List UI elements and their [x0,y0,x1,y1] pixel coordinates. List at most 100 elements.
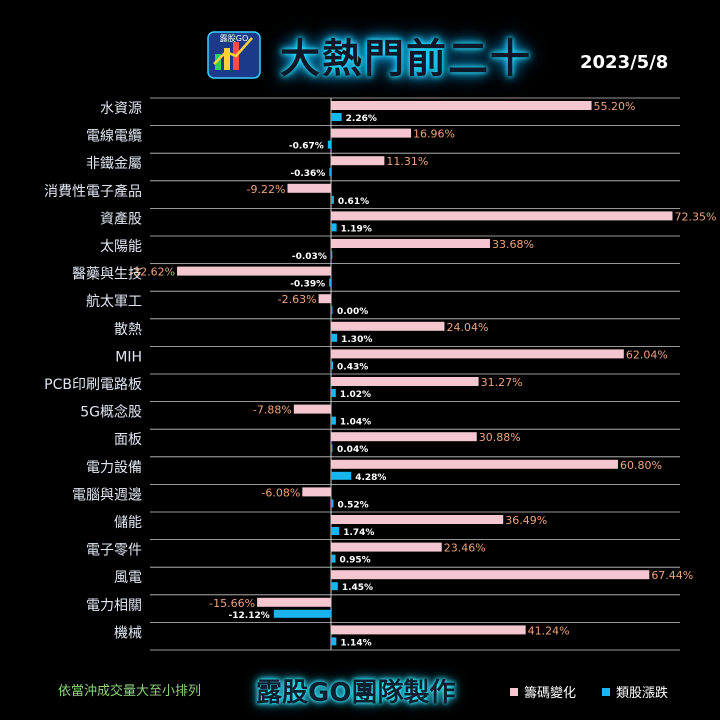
legend-chip-swatch [510,687,518,696]
chip-change-label: 55.20% [594,100,636,113]
sector-change-label: 1.02% [340,390,371,400]
sector-change-label: 1.14% [340,638,371,648]
sector-change-bar [331,416,336,425]
category-label: PCB印刷電路板 [44,377,142,393]
category-label: 非鐵金屬 [86,155,142,172]
chip-change-label: 30.88% [479,431,521,444]
category-label: 面板 [114,432,142,448]
chip-change-bar [331,211,673,221]
sector-change-label: -0.67% [289,142,324,152]
report-date: 2023/5/8 [580,52,669,73]
legend-sector: 類股漲跌 [602,682,668,701]
chip-change-bar [331,156,385,166]
legend-sector-label: 類股漲跌 [616,686,669,701]
credit-text: 露股GO團隊製作 [256,678,456,708]
chip-change-bar [331,101,592,110]
sector-change-bar [327,140,331,149]
chip-change-label: 23.46% [444,542,486,555]
sector-change-bar [331,389,336,397]
chip-change-bar [177,266,331,276]
chip-change-label: 36.49% [505,514,547,527]
chip-change-bar [257,597,331,607]
chip-change-bar [293,404,331,414]
sector-change-label: 0.43% [337,362,368,372]
chip-change-bar [318,294,331,304]
legend-chip-label: 籌碼變化 [524,686,577,701]
category-label: 醫藥與生技 [72,267,142,283]
sector-change-label: 0.00% [337,307,368,317]
svg-text:露股GO: 露股GO [220,34,249,43]
category-label: 儲能 [114,515,142,531]
sector-change-bar [331,582,338,591]
chip-change-label: -15.66% [209,597,255,610]
sector-change-bar [331,333,338,342]
category-label: 風電 [114,570,142,586]
category-label: 太陽能 [100,239,142,255]
chip-change-bar [331,570,650,580]
category-label: 電力相關 [86,598,142,614]
sector-change-bar [331,444,333,453]
category-label: 資產股 [100,210,142,227]
sector-change-bar [331,113,342,121]
sector-change-label: 1.04% [340,418,371,428]
chip-change-bar [331,349,624,359]
chip-change-label: 33.68% [492,238,534,251]
sector-change-bar [273,609,331,618]
sort-note: 依當沖成交量大至小排列 [58,684,202,699]
category-label: 水資源 [100,101,142,117]
chip-change-label: -9.22% [247,183,286,196]
sector-change-label: 0.04% [337,445,368,455]
category-label: 消費性電子產品 [44,183,142,200]
chip-change-bar [331,515,504,524]
sector-change-bar [331,306,333,315]
chip-change-label: 41.24% [528,624,570,637]
sector-change-label: 1.19% [341,224,372,234]
sector-change-bar [331,195,334,204]
legend-chip: 籌碼變化 [510,682,576,701]
chip-change-label: 16.96% [413,128,455,141]
sector-change-bar [330,251,333,259]
sector-change-bar [329,278,331,287]
sector-change-bar [329,168,331,177]
sector-change-label: 1.30% [341,335,372,345]
sector-change-bar [331,223,337,232]
category-label: 航太軍工 [86,294,142,310]
chip-change-bar [331,542,442,552]
sector-change-label: 0.52% [337,500,368,510]
sector-change-label: -0.03% [292,252,327,262]
chip-change-label: 72.35% [674,210,716,223]
category-label: 電腦與週邊 [72,487,142,503]
chip-change-bar [331,377,479,386]
sector-change-bar [331,471,352,480]
chip-change-bar [331,321,445,331]
chip-change-bar [331,432,477,442]
sector-change-label: -12.12% [229,611,270,621]
category-label: MIH [115,349,142,365]
category-label: 機械 [114,625,142,641]
sector-change-label: 0.95% [339,556,370,566]
category-label: 電力設備 [86,460,142,476]
chip-change-bar [331,239,490,248]
chip-change-bar [331,459,618,469]
page-title: 大熱門前二十 [280,36,532,82]
chip-change-label: -6.08% [261,486,300,499]
category-label: 散熱 [114,322,142,338]
brand-logo: 露股GO [206,30,262,80]
sector-change-bar [331,527,340,535]
chip-change-bar [331,625,526,635]
chip-change-label: 31.27% [481,376,523,389]
chip-change-label: -2.63% [278,293,317,306]
chip-change-bar [331,128,412,138]
sector-change-bar [331,361,334,370]
category-label: 5G概念股 [80,404,142,421]
sector-change-bar [331,554,336,563]
category-label: 電子零件 [86,543,142,559]
chip-change-label: 60.80% [620,459,662,472]
category-label: 電線電纜 [86,128,142,145]
sector-change-label: -0.36% [290,169,325,179]
sector-change-label: 1.45% [342,583,373,593]
legend-sector-swatch [602,687,610,696]
sector-change-label: 1.74% [343,528,374,538]
chip-change-label: 24.04% [446,321,488,334]
